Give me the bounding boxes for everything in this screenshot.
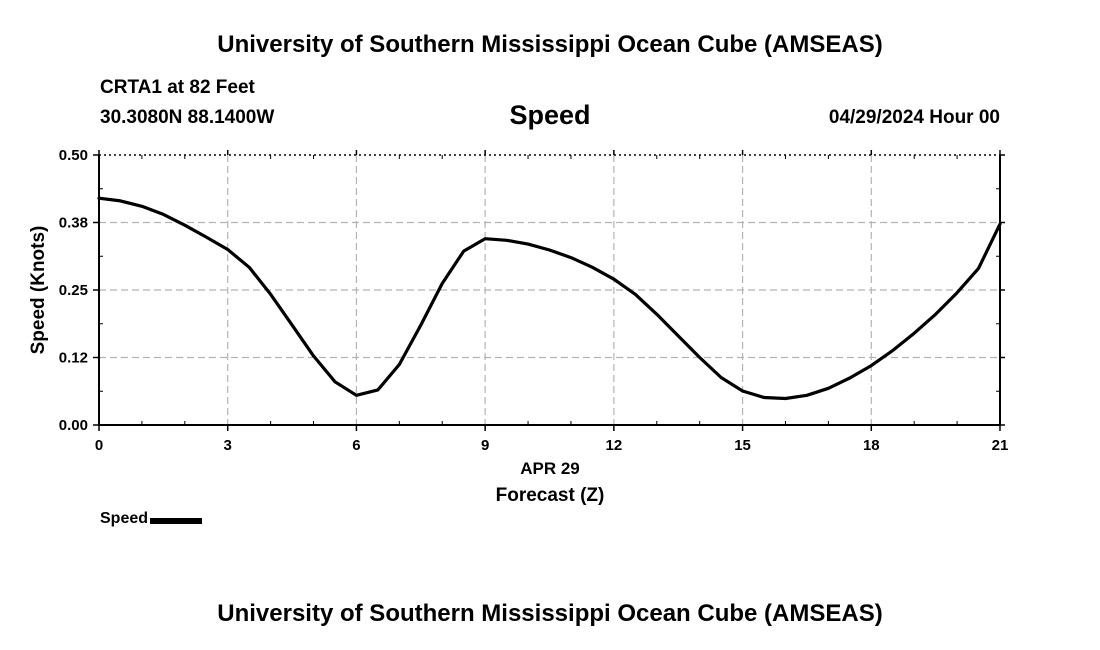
legend-swatch-speed [150, 517, 203, 524]
legend-label-speed: Speed [100, 510, 149, 527]
x-tick-label: 15 [734, 437, 751, 454]
coordinates-label: 30.3080N 88.1400W [100, 107, 275, 128]
axis-layer [93, 150, 1005, 431]
x-tick-label: 9 [481, 437, 489, 454]
x-tick-label: 6 [352, 437, 360, 454]
footer-title: University of Southern Mississippi Ocean… [217, 600, 883, 627]
series-layer [97, 196, 1002, 401]
station-label: CRTA1 at 82 Feet [100, 77, 255, 98]
forecast-date-label: 04/29/2024 Hour 00 [828, 107, 1000, 128]
chart-legend: Speed [100, 510, 203, 528]
grid-layer [99, 155, 1000, 425]
x-axis-label: Forecast (Z) [496, 485, 605, 506]
y-tick-label: 0.50 [59, 147, 88, 164]
x-tick-label: 12 [606, 437, 623, 454]
y-tick-label: 0.25 [59, 282, 88, 299]
chart-header-title: University of Southern Mississippi Ocean… [217, 31, 883, 58]
series-line-speed [97, 196, 1002, 401]
y-axis-label: Speed (Knots) [28, 226, 49, 355]
x-axis-date-label: APR 29 [520, 459, 580, 478]
minor-tick-layer [99, 155, 1000, 425]
y-tick-label: 0.12 [59, 350, 88, 367]
chart-title: Speed [509, 100, 591, 130]
x-tick-label: 21 [992, 437, 1009, 454]
x-tick-label: 0 [95, 437, 103, 454]
x-tick-label: 3 [224, 437, 232, 454]
x-tick-label: 18 [863, 437, 880, 454]
label-layer: Speed (Knots) APR 29 Forecast (Z) 0 3 6 9 12… [28, 147, 1008, 506]
y-tick-label: 0.00 [59, 417, 88, 434]
y-tick-label: 0.38 [59, 215, 88, 232]
